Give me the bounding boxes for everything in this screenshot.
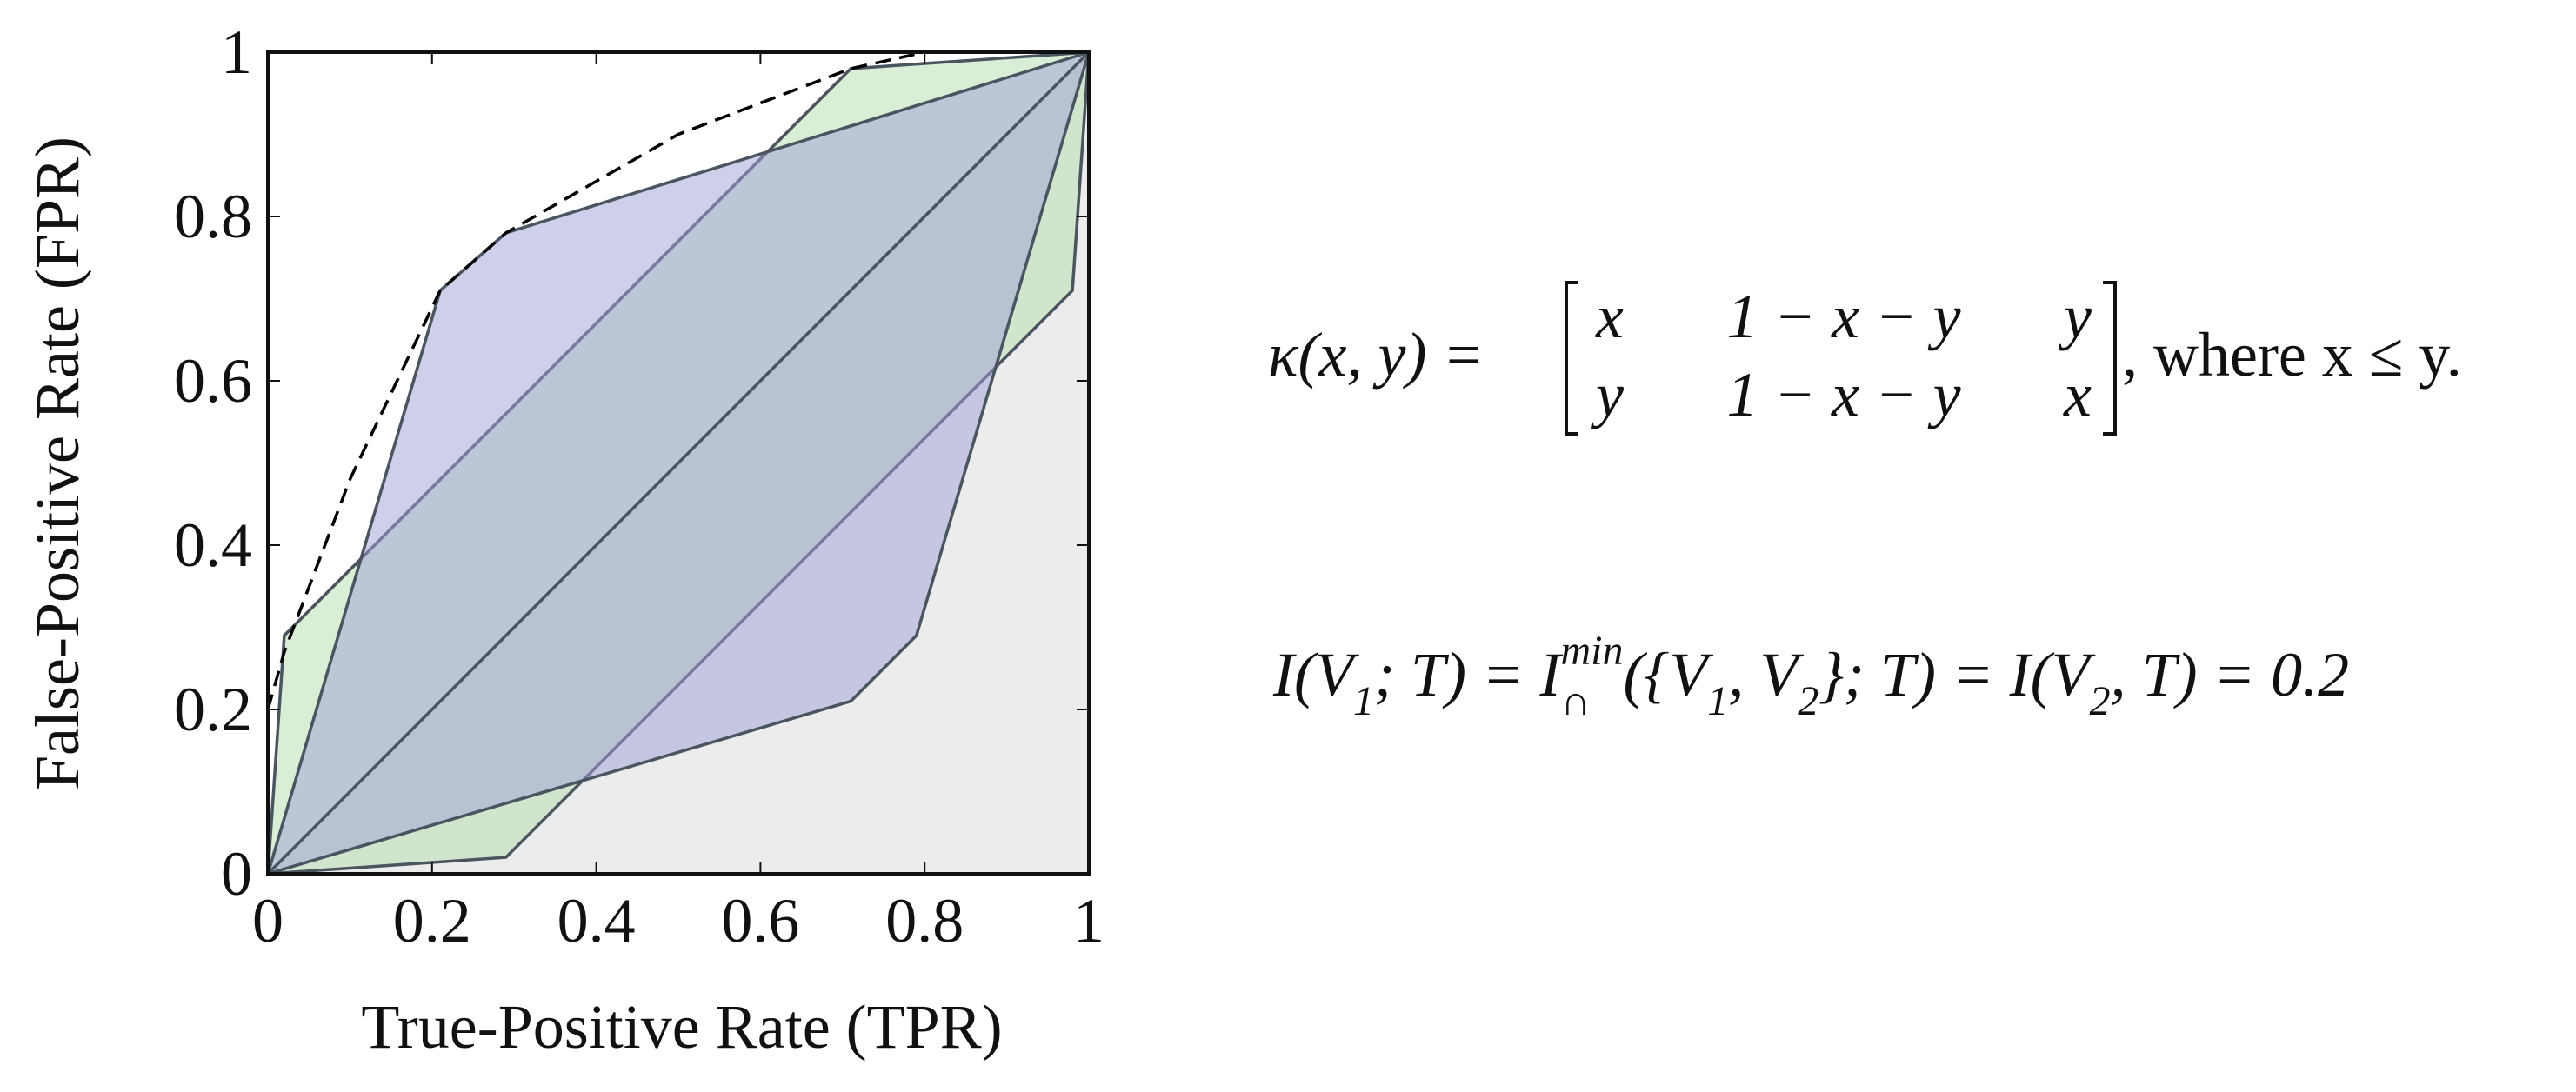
matrix-cell: x [1595,282,1624,351]
equation-text: , T) = 0.2 [2111,640,2350,709]
matrix-bracket [1565,281,2117,436]
plot-frame [266,50,1091,876]
y-tick-label: 0.2 [174,675,252,744]
y-tick-label: 0.6 [174,346,252,416]
equation-script: 2 [1798,678,1819,724]
equation-script: 2 [2090,678,2111,724]
matrix-cell: x [2063,360,2092,429]
equation-lhs: κ(x, y) = [1268,320,1485,390]
y-tick-label: 0.4 [174,510,252,580]
y-tick-label: 1 [221,17,252,87]
x-tick-label: 0.4 [557,886,636,956]
x-tick-label: 1 [1073,886,1104,956]
equation-script: ∩ [1561,678,1592,724]
y-tick-label: 0.8 [174,182,252,251]
equation-text: I(V [1272,640,1359,709]
line-series [266,50,1091,876]
y-tick-label: 0 [221,839,252,909]
equation-text: ({V [1624,640,1714,709]
matrix-cell: y [2058,282,2092,351]
x-tick-label: 0 [252,886,284,956]
equation-script: 1 [1353,678,1374,724]
equation-text: , V [1728,640,1804,709]
x-tick-label: 0.6 [721,886,799,956]
x-axis-label: True-Positive Rate (TPR) [361,992,1002,1062]
matrix-cell: 1 − x − y [1726,282,1960,351]
x-tick-label: 0.8 [885,886,964,956]
x-tick-label: 0.2 [393,886,471,956]
matrix-cell: 1 − x − y [1726,360,1960,429]
dashed-series [266,50,925,710]
equation-rest: , where x ≤ y. [2122,320,2462,390]
equation-script: 1 [1707,678,1728,724]
equation-text: ; T) = I [1374,640,1564,709]
equation-text: }; T) = I(V [1819,640,2095,709]
matrix-cell: y [1590,360,1624,429]
y-axis-label: False-Positive Rate (FPR) [23,136,92,790]
equation-script: min [1561,628,1624,674]
